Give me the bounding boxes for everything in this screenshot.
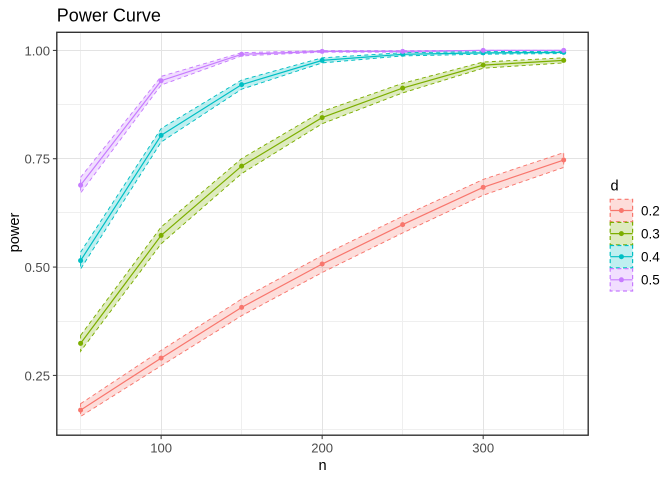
svg-text:n: n [318, 458, 326, 474]
svg-text:100: 100 [150, 441, 172, 456]
svg-text:0.25: 0.25 [25, 368, 50, 383]
svg-text:0.75: 0.75 [25, 152, 50, 167]
svg-text:0.50: 0.50 [25, 260, 50, 275]
svg-text:0.4: 0.4 [641, 250, 660, 265]
svg-text:1.00: 1.00 [25, 43, 50, 58]
svg-text:0.2: 0.2 [641, 203, 660, 218]
svg-text:d: d [611, 179, 619, 195]
svg-text:Power Curve: Power Curve [57, 6, 161, 26]
svg-text:0.3: 0.3 [641, 227, 660, 242]
svg-text:power: power [7, 212, 23, 252]
svg-text:0.5: 0.5 [641, 273, 660, 288]
svg-text:300: 300 [472, 441, 494, 456]
svg-text:200: 200 [311, 441, 333, 456]
